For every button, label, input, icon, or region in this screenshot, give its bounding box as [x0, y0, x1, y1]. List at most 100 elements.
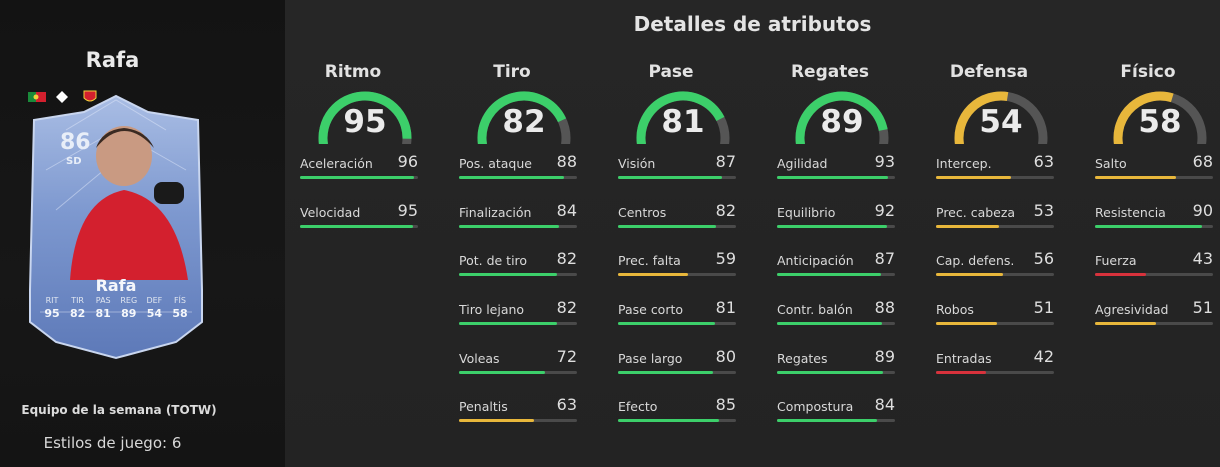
category-pase: Pase 81 Visión 87 Centros 82 Prec. falta 59 Pase…	[603, 62, 736, 444]
category-value: 58	[1138, 104, 1182, 140]
attribute-row[interactable]: Anticipación 87	[777, 249, 895, 298]
attribute-name: Resistencia	[1095, 204, 1166, 220]
attribute-bar-track	[618, 419, 736, 423]
card-stat-value: 58	[172, 307, 188, 320]
attribute-bar-track	[459, 273, 577, 277]
category-title: Pase	[648, 62, 694, 82]
attribute-name: Agilidad	[777, 156, 828, 171]
attribute-row[interactable]: Velocidad 95	[300, 201, 418, 250]
attribute-bar-track	[777, 224, 895, 228]
category-gauge: 58	[1110, 88, 1210, 144]
attribute-row[interactable]: Intercep. 63	[936, 152, 1054, 201]
attribute-bar-fill	[777, 273, 881, 277]
attribute-name: Regates	[777, 350, 828, 366]
attribute-bar-fill	[1095, 273, 1147, 277]
attribute-bar-fill	[459, 370, 545, 374]
attribute-row[interactable]: Penaltis 63	[459, 395, 577, 444]
gauge-arc	[795, 91, 889, 144]
attribute-value: 43	[1192, 249, 1213, 269]
attribute-row[interactable]: Prec. cabeza 53	[936, 201, 1054, 250]
attribute-row[interactable]: Robos 51	[936, 298, 1054, 347]
attribute-row[interactable]: Equilibrio 92	[777, 201, 895, 250]
card-stat-value: 82	[69, 307, 86, 320]
attribute-name: Cap. defens.	[936, 253, 1015, 269]
player-card[interactable]: 86 SD Rafa RIT 95 TIR 82 PAS 81 REG 89 D…	[26, 90, 206, 360]
gauge-arc	[477, 91, 571, 144]
attribute-bar-fill	[936, 273, 1003, 277]
attribute-bar-fill	[777, 419, 878, 423]
attribute-bar-fill	[459, 419, 535, 423]
gauge-arc	[954, 91, 1048, 144]
attribute-row[interactable]: Entradas 42	[936, 347, 1054, 396]
attribute-name: Equilibrio	[777, 204, 836, 220]
attribute-bar-fill	[1095, 176, 1177, 179]
attribute-list: Intercep. 63 Prec. cabeza 53 Cap. defens. 56 R…	[921, 152, 1054, 395]
card-badges	[28, 90, 97, 103]
attribute-name: Pos. ataque	[459, 156, 532, 171]
attribute-bar-fill	[459, 224, 560, 228]
category-gauge: 54	[951, 88, 1051, 144]
attribute-row[interactable]: Tiro lejano 82	[459, 298, 577, 347]
attribute-row[interactable]: Efecto 85	[618, 395, 736, 444]
attribute-row[interactable]: Contr. balón 88	[777, 298, 895, 347]
attribute-row[interactable]: Pase corto 81	[618, 298, 736, 347]
attribute-name: Fuerza	[1095, 253, 1137, 269]
attribute-name: Entradas	[936, 350, 992, 366]
gauge-fill	[318, 91, 412, 144]
attribute-name: Penaltis	[459, 399, 508, 415]
attribute-bar-fill	[1095, 322, 1156, 326]
attribute-row[interactable]: Fuerza 43	[1095, 249, 1213, 298]
attribute-bar-fill	[459, 176, 564, 179]
attribute-row[interactable]: Finalización 84	[459, 201, 577, 250]
attribute-name: Voleas	[459, 350, 500, 366]
attribute-name: Velocidad	[300, 204, 361, 220]
category-fisico: Físico 58 Salto 68 Resistencia 90 Fuerza 43 Agre…	[1080, 62, 1213, 347]
attribute-row[interactable]: Visión 87	[618, 152, 736, 201]
attribute-row[interactable]: Salto 68	[1095, 152, 1213, 201]
attribute-value: 68	[1192, 152, 1213, 171]
attribute-bar-track	[1095, 273, 1213, 277]
attribute-row[interactable]: Centros 82	[618, 201, 736, 250]
attribute-row[interactable]: Agilidad 93	[777, 152, 895, 201]
playstyles-count[interactable]: Estilos de juego: 6	[43, 434, 182, 452]
gauge-arc	[636, 91, 730, 144]
card-stat-label: REG	[120, 296, 138, 305]
attribute-value: 80	[715, 346, 736, 366]
attribute-bar-track	[618, 176, 736, 179]
attribute-row[interactable]: Pos. ataque 88	[459, 152, 577, 201]
attribute-row[interactable]: Prec. falta 59	[618, 249, 736, 298]
attribute-value: 87	[715, 152, 736, 171]
club-crest-icon	[83, 90, 97, 102]
attribute-row[interactable]: Pot. de tiro 82	[459, 249, 577, 298]
attribute-row[interactable]: Aceleración 96	[300, 152, 418, 201]
category-defensa: Defensa 54 Intercep. 63 Prec. cabeza 53 Cap. d…	[921, 62, 1054, 395]
category-value: 81	[661, 104, 705, 140]
attribute-row[interactable]: Regates 89	[777, 347, 895, 396]
attribute-value: 81	[715, 298, 736, 318]
category-title: Ritmo	[324, 62, 382, 82]
card-stat-reg: REG 89	[117, 296, 141, 320]
attribute-value: 51	[1033, 298, 1054, 318]
attribute-row[interactable]: Cap. defens. 56	[936, 249, 1054, 298]
attribute-row[interactable]: Agresividad 51	[1095, 298, 1213, 347]
attribute-name: Pase largo	[618, 350, 683, 366]
card-player-name: Rafa	[95, 276, 137, 295]
attribute-name: Aceleración	[300, 156, 373, 171]
card-stat-def: DEF 54	[142, 296, 166, 320]
league-logo-icon	[56, 91, 68, 103]
card-background	[29, 94, 203, 360]
attribute-row[interactable]: Compostura 84	[777, 395, 895, 444]
card-stat-rit: RIT 95	[40, 296, 64, 320]
attribute-value: 88	[556, 152, 577, 171]
attribute-bar-track	[459, 224, 577, 228]
attribute-bar-track	[777, 273, 895, 277]
attribute-row[interactable]: Pase largo 80	[618, 347, 736, 396]
attribute-bar-track	[618, 322, 736, 326]
attribute-row[interactable]: Resistencia 90	[1095, 201, 1213, 250]
attribute-bar-fill	[777, 224, 887, 228]
category-title: Tiro	[493, 62, 531, 82]
attribute-bar-fill	[777, 370, 884, 374]
attribute-row[interactable]: Voleas 72	[459, 347, 577, 396]
attribute-name: Prec. falta	[618, 253, 681, 269]
attribute-name: Centros	[618, 204, 667, 220]
